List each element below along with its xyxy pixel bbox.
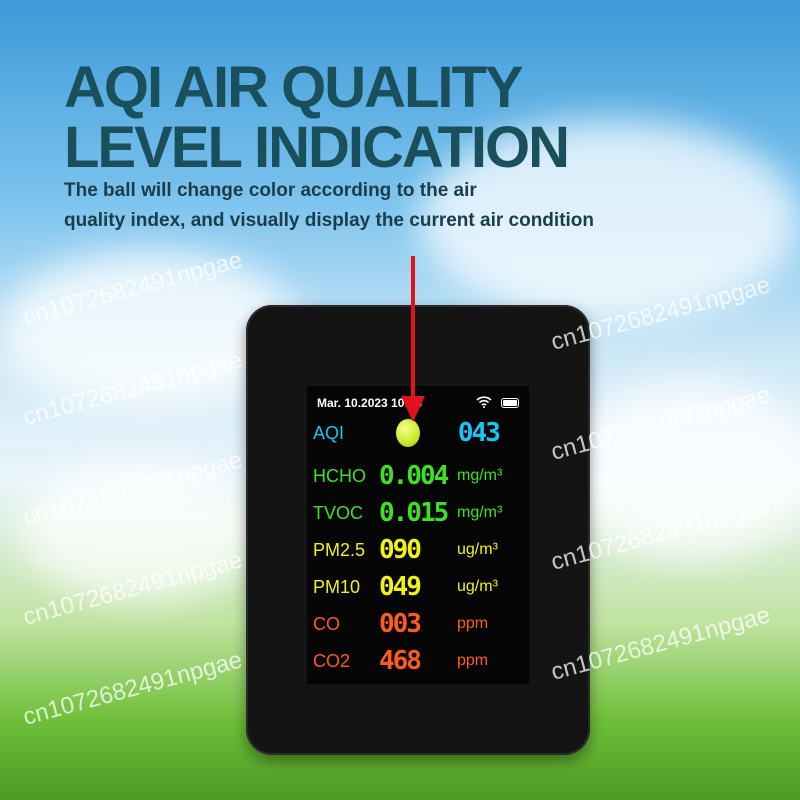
status-bar: Mar. 10.2023 10:44 [317,396,519,411]
status-icons [476,396,519,411]
reading-value: 090 [379,535,422,565]
reading-label: HCHO [313,465,366,486]
reading-value: 468 [379,646,422,676]
cloud [420,120,800,320]
reading-unit: ug/m³ [457,541,498,558]
reading-value: 0.004 [379,461,449,491]
reading-unit: ug/m³ [457,578,498,595]
subtitle-line-2: quality index, and visually display the … [64,210,595,231]
arrow-pointer [411,256,415,406]
reading-label: PM10 [313,576,361,597]
aqi-row: AQI 043 [313,418,525,448]
subtitle: The ball will change color according to … [64,176,594,236]
reading-unit: ppm [457,652,489,669]
title-line-2: LEVEL INDICATION [64,115,570,180]
subtitle-line-1: The ball will change color according to … [64,180,477,201]
reading-row: CO 003 ppm [313,609,525,639]
aqi-value: 043 [457,418,501,448]
page-title: AQI AIR QUALITY LEVEL INDICATION [64,55,570,180]
cloud [560,380,800,560]
watermark: cn1072682491npgae [20,646,246,731]
device-screen: Mar. 10.2023 10:44 AQI 043 HCHO 0.004 mg… [307,386,529,684]
arrow-head [401,396,425,422]
reading-label: CO [313,613,340,634]
reading-value: 003 [379,609,422,639]
title-line-1: AQI AIR QUALITY [64,55,524,120]
reading-row: PM2.5 090 ug/m³ [313,535,525,565]
reading-unit: mg/m³ [457,467,503,484]
reading-label: PM2.5 [313,539,366,560]
reading-row: TVOC 0.015 mg/m³ [313,498,525,528]
datetime: Mar. 10.2023 10:44 [317,396,422,410]
wifi-icon [476,396,495,411]
aqi-ball-indicator [395,419,420,447]
aqi-label: AQI [313,422,345,443]
reading-unit: mg/m³ [457,504,503,521]
reading-label: TVOC [313,502,364,523]
reading-row: PM10 049 ug/m³ [313,572,525,602]
battery-icon [501,398,519,408]
reading-value: 0.015 [379,498,449,528]
cloud [20,460,260,600]
reading-value: 049 [379,572,422,602]
reading-label: CO2 [313,650,351,671]
reading-row: CO2 468 ppm [313,646,525,676]
reading-unit: ppm [457,615,489,632]
reading-row: HCHO 0.004 mg/m³ [313,461,525,491]
